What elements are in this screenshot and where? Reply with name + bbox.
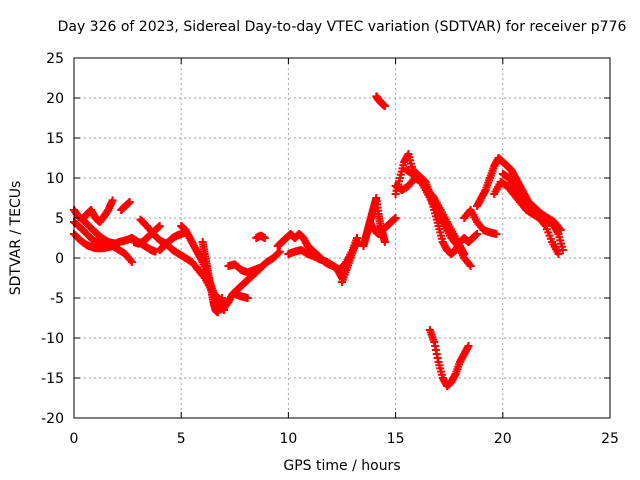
- data-point: [554, 250, 563, 258]
- data-point: [391, 214, 400, 222]
- series-arc-19: [365, 214, 400, 238]
- y-axis-label: SDTVAR / TECUs: [8, 181, 24, 296]
- series-arc-24: [425, 326, 473, 390]
- y-tick-label: 5: [55, 211, 64, 227]
- y-tick-label: -5: [50, 291, 64, 307]
- data-point: [556, 226, 565, 234]
- data-point: [555, 224, 564, 233]
- data-point: [465, 260, 474, 269]
- y-tick-label: 20: [46, 91, 64, 107]
- y-tick-label: -20: [41, 411, 64, 427]
- data-point: [108, 196, 117, 205]
- data-point: [466, 262, 475, 270]
- y-tick-label: 25: [46, 51, 64, 67]
- axis-ticks: [73, 57, 611, 419]
- data-point: [464, 342, 473, 350]
- x-tick-label: 5: [177, 431, 186, 447]
- data-point: [243, 294, 252, 302]
- x-tick-labels: 0 5 10 15 20 25: [70, 431, 619, 447]
- data-point: [380, 238, 389, 246]
- data-point: [540, 220, 549, 229]
- series-arc-20: [372, 92, 389, 110]
- x-tick-label: 25: [601, 431, 619, 447]
- series-arc-14: [252, 231, 269, 242]
- data-point: [155, 222, 164, 230]
- x-axis-label: GPS time / hours: [283, 458, 400, 474]
- data-point: [125, 198, 134, 206]
- series-arc-26: [473, 154, 567, 254]
- data-point: [151, 247, 160, 256]
- data-point: [558, 246, 567, 254]
- data-points: [70, 92, 567, 390]
- data-point: [473, 230, 482, 238]
- series-arc-28: [498, 170, 565, 234]
- series-arc-4: [78, 215, 124, 248]
- series-arc-17: [338, 238, 364, 286]
- series-arc-12: [224, 247, 284, 277]
- y-tick-label: 15: [46, 131, 64, 147]
- plot-frame: [73, 57, 611, 419]
- series-arc-5: [117, 198, 134, 214]
- y-tick-label: 0: [55, 251, 64, 267]
- chart-title: Day 326 of 2023, Sidereal Day-to-day VTE…: [58, 19, 627, 35]
- y-tick-label: -15: [41, 371, 64, 387]
- data-point: [127, 258, 136, 266]
- x-tick-label: 20: [494, 431, 512, 447]
- x-tick-label: 0: [70, 431, 79, 447]
- series-arc-3: [70, 230, 136, 266]
- y-tick-labels: -20 -15 -10 -5 0 5 10 15 20 25: [41, 51, 64, 427]
- data-point: [217, 294, 226, 302]
- series-arc-18: [359, 194, 389, 250]
- x-tick-label: 15: [387, 431, 405, 447]
- data-point: [380, 102, 389, 110]
- series-arc-23: [402, 166, 475, 270]
- series-arc-10: [198, 238, 226, 317]
- series-arc-25: [460, 206, 501, 238]
- x-tick-label: 10: [279, 431, 297, 447]
- y-tick-label: -10: [41, 331, 64, 347]
- series-arc-13: [230, 290, 252, 302]
- data-point: [260, 234, 269, 242]
- grid-lines: [74, 58, 610, 418]
- data-point: [275, 247, 284, 256]
- data-point: [492, 230, 501, 238]
- y-tick-label: 10: [46, 171, 64, 187]
- data-point: [274, 248, 283, 257]
- data-point: [126, 256, 135, 265]
- data-point: [115, 239, 124, 248]
